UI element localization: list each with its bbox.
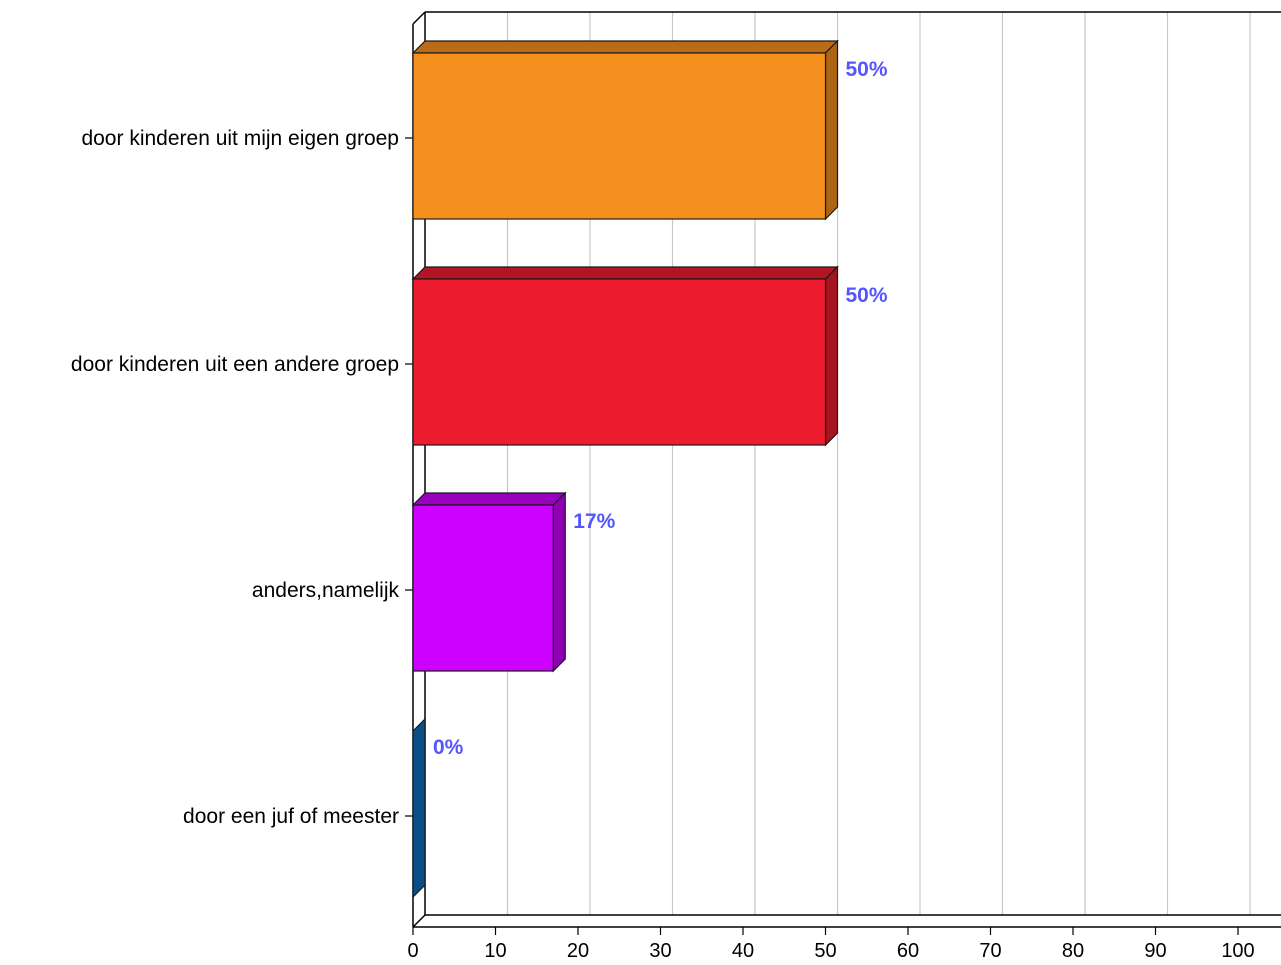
x-tick-label: 90	[1144, 940, 1166, 962]
bar-side-face	[412, 717, 426, 899]
x-tick-label: 10	[484, 940, 506, 962]
x-tick-label: 40	[732, 940, 754, 962]
bar-top-face	[411, 40, 839, 54]
bar-front-face	[412, 504, 554, 672]
bars	[411, 39, 839, 899]
labels: 0 10 20 30 40 50 60 70 80 90 100 door kinderen uit …	[71, 58, 1255, 962]
x-tick-label: 60	[897, 940, 919, 962]
category-label: door kinderen uit mijn eigen groep	[81, 127, 399, 150]
category-label: door een juf of meester	[183, 805, 399, 828]
data-label: 0%	[433, 736, 464, 759]
bar-side-face	[552, 491, 566, 673]
category-label: door kinderen uit een andere groep	[71, 353, 399, 376]
bar-side-face	[824, 265, 839, 447]
bar	[411, 39, 839, 221]
bar	[411, 491, 567, 673]
x-tick-label: 50	[814, 940, 836, 962]
bar-front-face	[412, 278, 827, 446]
x-tick-label: 20	[567, 940, 589, 962]
floor-corner	[412, 914, 426, 928]
data-label: 17%	[573, 510, 615, 533]
bar-front-face	[412, 52, 827, 220]
bar-top-face	[411, 266, 839, 280]
axis-top-corner	[412, 11, 426, 25]
category-label: anders,namelijk	[252, 579, 400, 602]
bar-side-face	[824, 39, 839, 221]
bar	[412, 717, 426, 899]
x-tick-label: 100	[1221, 940, 1254, 962]
x-tick-label: 0	[407, 940, 418, 962]
x-tick-label: 80	[1062, 940, 1084, 962]
bar-top-face	[411, 492, 567, 506]
x-tick-label: 70	[979, 940, 1001, 962]
bar	[411, 265, 839, 447]
data-label: 50%	[846, 58, 888, 81]
data-label: 50%	[846, 284, 888, 307]
x-tick-label: 30	[649, 940, 671, 962]
